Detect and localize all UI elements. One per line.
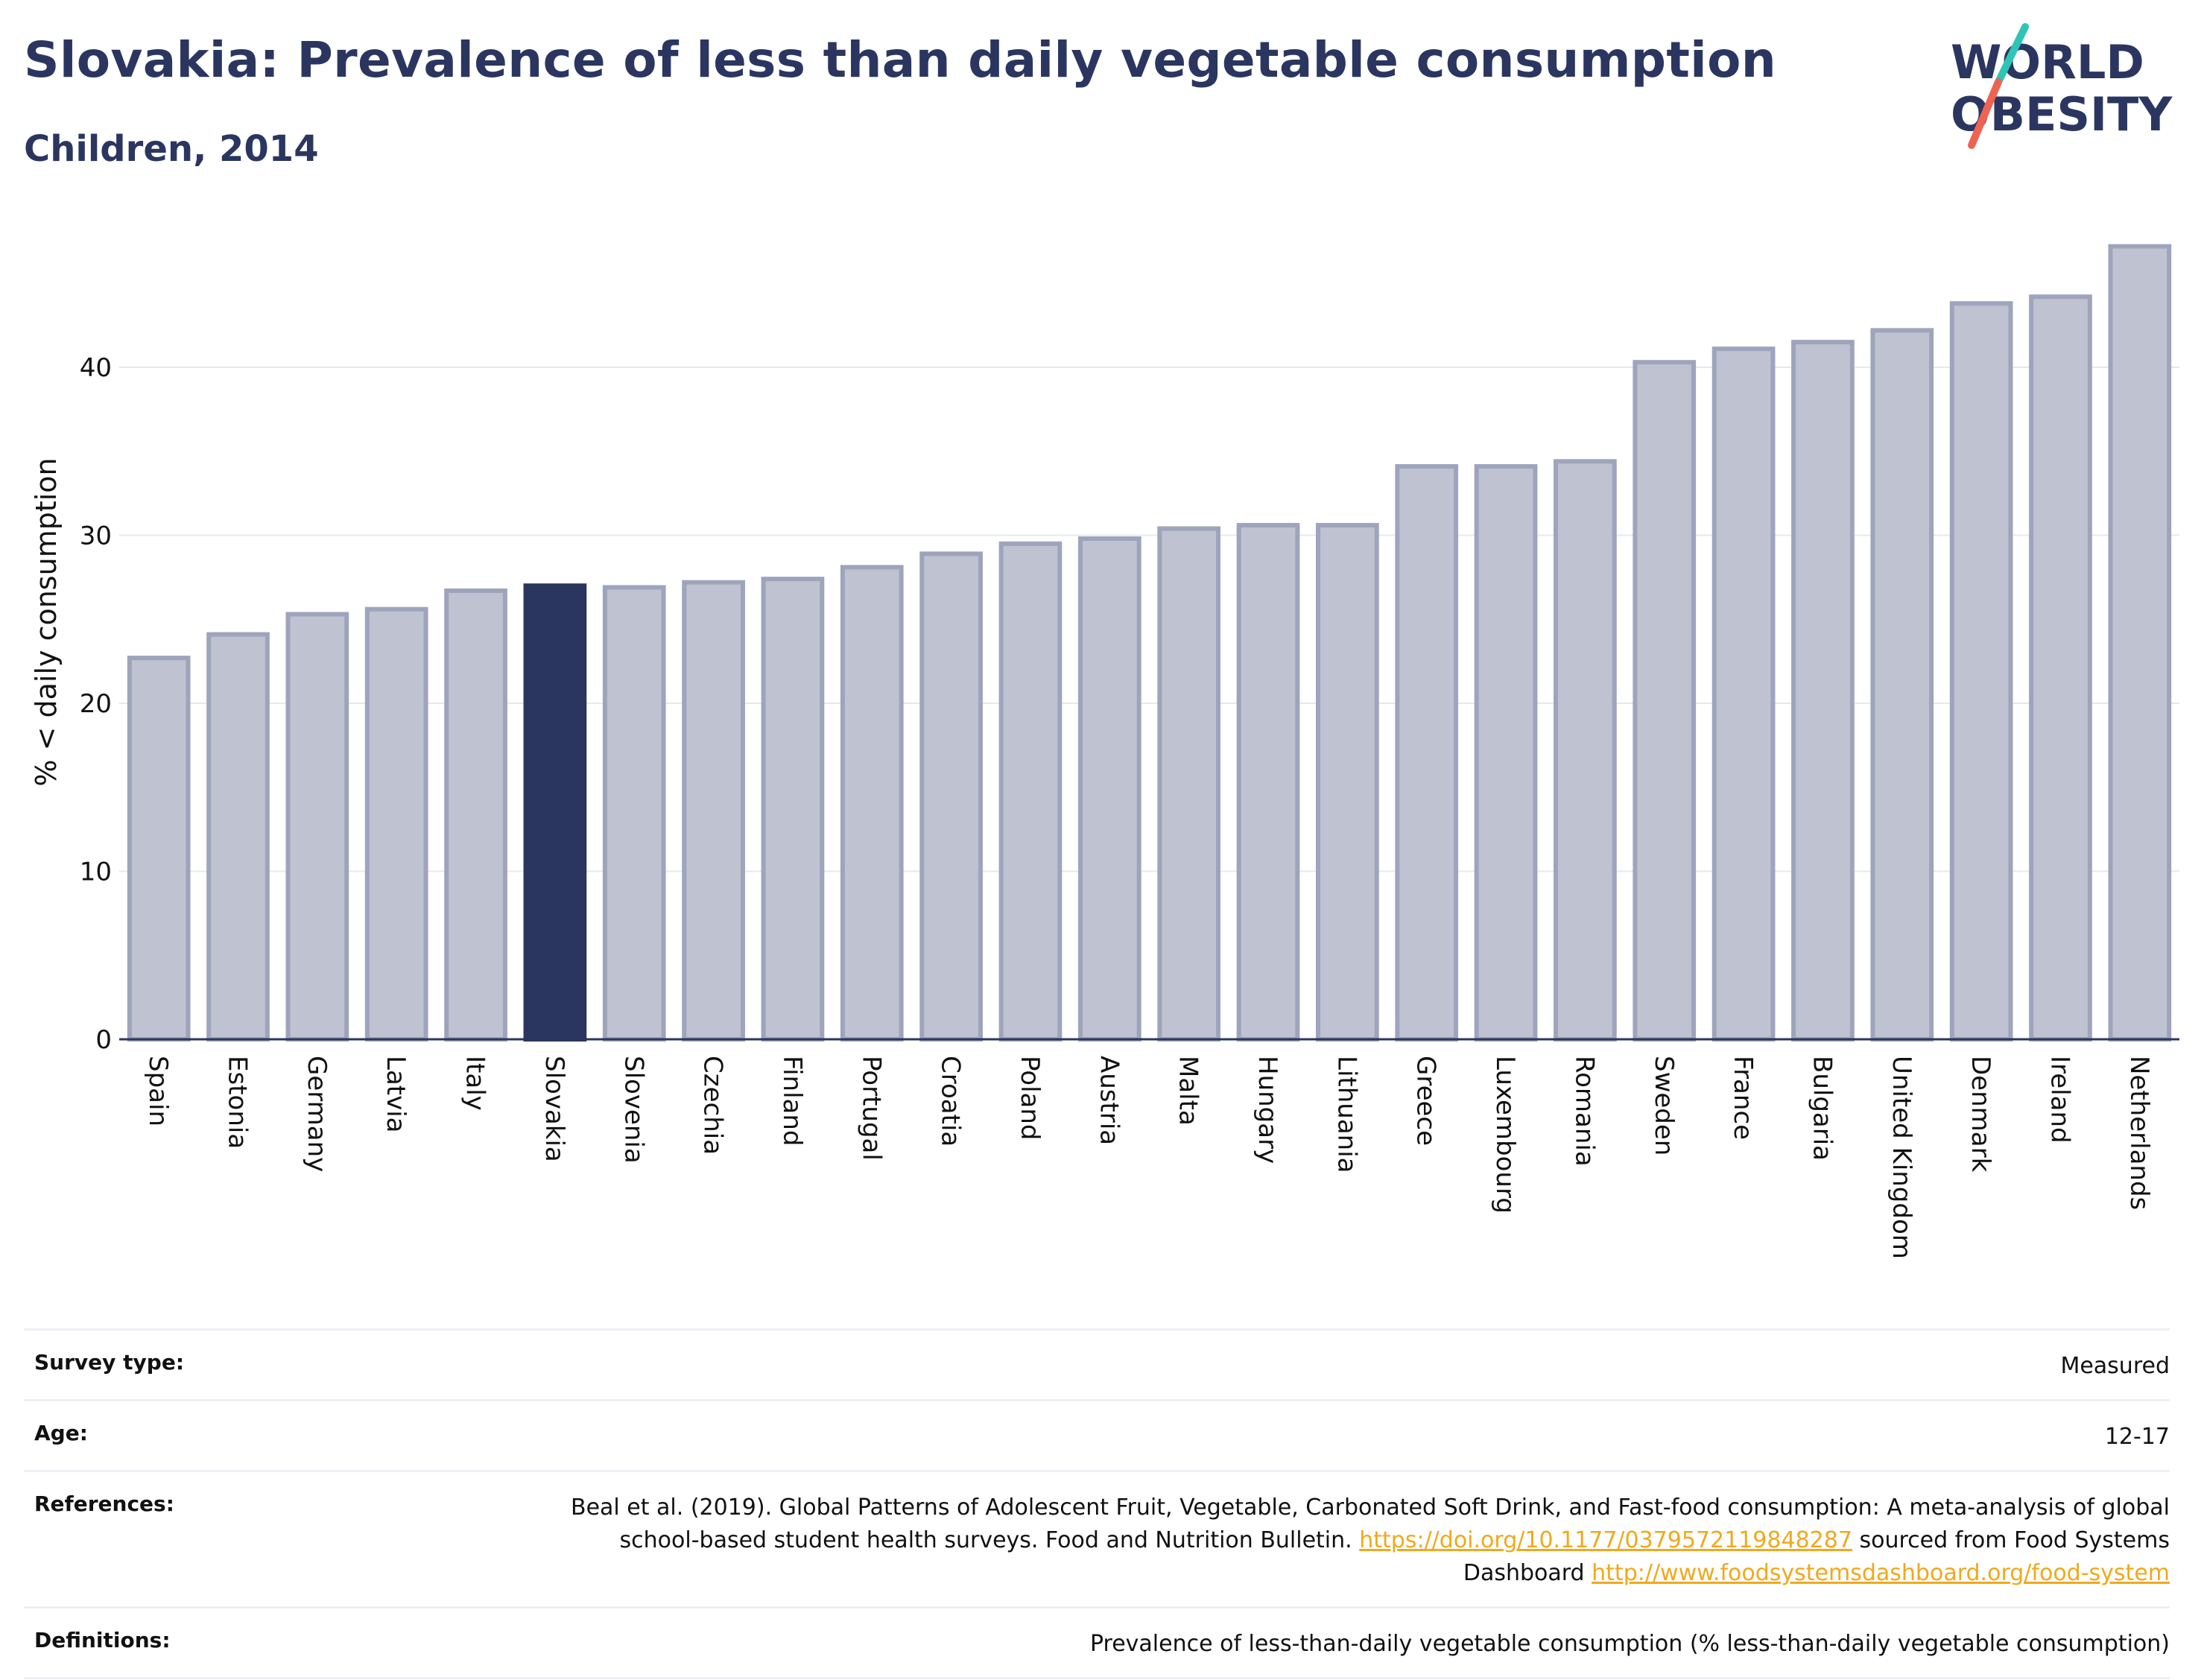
bar-poland[interactable]: [998, 541, 1063, 1042]
x-tick-label: Poland: [1015, 1056, 1045, 1141]
bar-spain[interactable]: [127, 656, 191, 1042]
bar-lithuania[interactable]: [1316, 522, 1379, 1042]
bar-austria[interactable]: [1077, 536, 1141, 1042]
world-obesity-logo: WORLD OBESITY: [1951, 23, 2173, 149]
references-value: Beal et al. (2019). Global Patterns of A…: [545, 1492, 2170, 1590]
references-label: References:: [34, 1492, 174, 1516]
age-value: 12-17: [2104, 1424, 2170, 1450]
x-tick-label: Germany: [302, 1056, 332, 1172]
y-axis-label: % < daily consumption: [30, 457, 63, 786]
x-tick-label: Spain: [143, 1056, 173, 1126]
survey-type-label: Survey type:: [34, 1350, 185, 1375]
x-tick-label: Croatia: [936, 1056, 966, 1147]
meta-row-definitions: Definitions: Prevalence of less-than-dai…: [24, 1606, 2170, 1679]
bar-france[interactable]: [1711, 346, 1776, 1042]
bar-croatia[interactable]: [919, 551, 983, 1042]
x-tick-label: Denmark: [1966, 1056, 1995, 1173]
x-tick-label: Latvia: [381, 1056, 411, 1133]
logo-line1: WORLD: [1951, 35, 2144, 89]
x-tick-label: Luxembourg: [1490, 1056, 1520, 1214]
bar-slovenia[interactable]: [602, 585, 666, 1042]
x-tick-label: Estonia: [223, 1056, 253, 1149]
y-tick-label: 20: [80, 689, 112, 719]
bar-bulgaria[interactable]: [1791, 340, 1855, 1042]
x-tick-label: Lithuania: [1331, 1056, 1361, 1173]
bar-sweden[interactable]: [1633, 360, 1697, 1042]
x-tick-label: Portugal: [856, 1056, 886, 1161]
logo-slash-teal: [1995, 23, 2029, 86]
meta-row-survey-type: Survey type: Measured: [24, 1328, 2170, 1399]
bar-united-kingdom[interactable]: [1870, 328, 1934, 1042]
x-tick-label: Italy: [460, 1056, 490, 1111]
bar-estonia[interactable]: [206, 632, 270, 1042]
grid-layer: [119, 367, 2179, 872]
chart-subtitle: Children, 2014: [24, 128, 319, 170]
definitions-label: Definitions:: [34, 1628, 171, 1652]
bar-finland[interactable]: [761, 577, 825, 1042]
bar-italy[interactable]: [444, 588, 507, 1042]
x-tick-label: United Kingdom: [1887, 1056, 1916, 1259]
meta-row-references: References: Beal et al. (2019). Global P…: [24, 1470, 2170, 1606]
bar-latvia[interactable]: [364, 606, 428, 1042]
y-tick-label: 40: [80, 353, 112, 383]
bar-netherlands[interactable]: [2108, 244, 2172, 1042]
bar-chart: 0 10 20 30 40 Spain Estonia Germany Latvia Italy S…: [30, 244, 2179, 1259]
chart-title: Slovakia: Prevalence of less than daily …: [24, 31, 1777, 89]
x-tick-label: Ireland: [2045, 1056, 2074, 1144]
metadata-table: Survey type: Measured Age: 12-17 Referen…: [24, 1328, 2170, 1679]
definitions-value: Prevalence of less-than-daily vegetable …: [1089, 1631, 2170, 1657]
x-tick-label: Hungary: [1253, 1056, 1282, 1164]
logo-slash-coral: [1968, 78, 2002, 149]
x-tick-label: Romania: [1569, 1056, 1599, 1167]
food-systems-link[interactable]: http://www.foodsystemsdashboard.org/food…: [1592, 1560, 2170, 1586]
x-tick-label: Czechia: [698, 1056, 728, 1155]
bar-germany[interactable]: [285, 612, 349, 1042]
chart-area: 0 10 20 30 40 Spain Estonia Germany Latvia Italy S…: [0, 179, 2204, 1296]
x-tick-label: Slovakia: [539, 1056, 569, 1162]
axis-layer: 0 10 20 30 40 Spain Estonia Germany Latvia Italy S…: [80, 353, 2179, 1259]
x-tick-label: Sweden: [1649, 1056, 1679, 1156]
bar-luxembourg[interactable]: [1474, 464, 1538, 1042]
x-tick-label: Finland: [777, 1056, 807, 1147]
age-label: Age:: [34, 1421, 88, 1445]
bar-greece[interactable]: [1395, 464, 1459, 1042]
x-tick-label: France: [1728, 1056, 1758, 1140]
y-tick-label: 10: [80, 858, 112, 887]
y-tick-label: 0: [95, 1025, 112, 1055]
bar-ireland[interactable]: [2029, 294, 2092, 1042]
meta-row-age: Age: 12-17: [24, 1399, 2170, 1470]
x-tick-label: Slovenia: [618, 1056, 648, 1164]
y-tick-label: 30: [80, 522, 112, 551]
bar-romania[interactable]: [1554, 459, 1617, 1042]
bar-hungary[interactable]: [1236, 522, 1300, 1042]
references-source-text: sourced from Food Systems Dashboard: [1463, 1527, 2170, 1586]
bar-portugal[interactable]: [840, 565, 904, 1042]
bar-layer: [127, 244, 2172, 1042]
bar-malta[interactable]: [1157, 526, 1221, 1042]
bar-slovakia[interactable]: [523, 583, 587, 1042]
x-tick-label: Greece: [1411, 1056, 1441, 1146]
bar-denmark[interactable]: [1949, 301, 2013, 1042]
references-text: Beal et al. (2019). Global Patterns of A…: [570, 1494, 2170, 1553]
bar-czechia[interactable]: [682, 580, 745, 1042]
x-tick-label: Bulgaria: [1807, 1056, 1837, 1161]
x-tick-label: Netherlands: [2124, 1056, 2154, 1210]
doi-link[interactable]: https://doi.org/10.1177/0379572119848287: [1359, 1527, 1852, 1553]
x-tick-label: Austria: [1094, 1056, 1124, 1145]
x-tick-label: Malta: [1174, 1056, 1203, 1126]
survey-type-value: Measured: [2060, 1353, 2170, 1379]
